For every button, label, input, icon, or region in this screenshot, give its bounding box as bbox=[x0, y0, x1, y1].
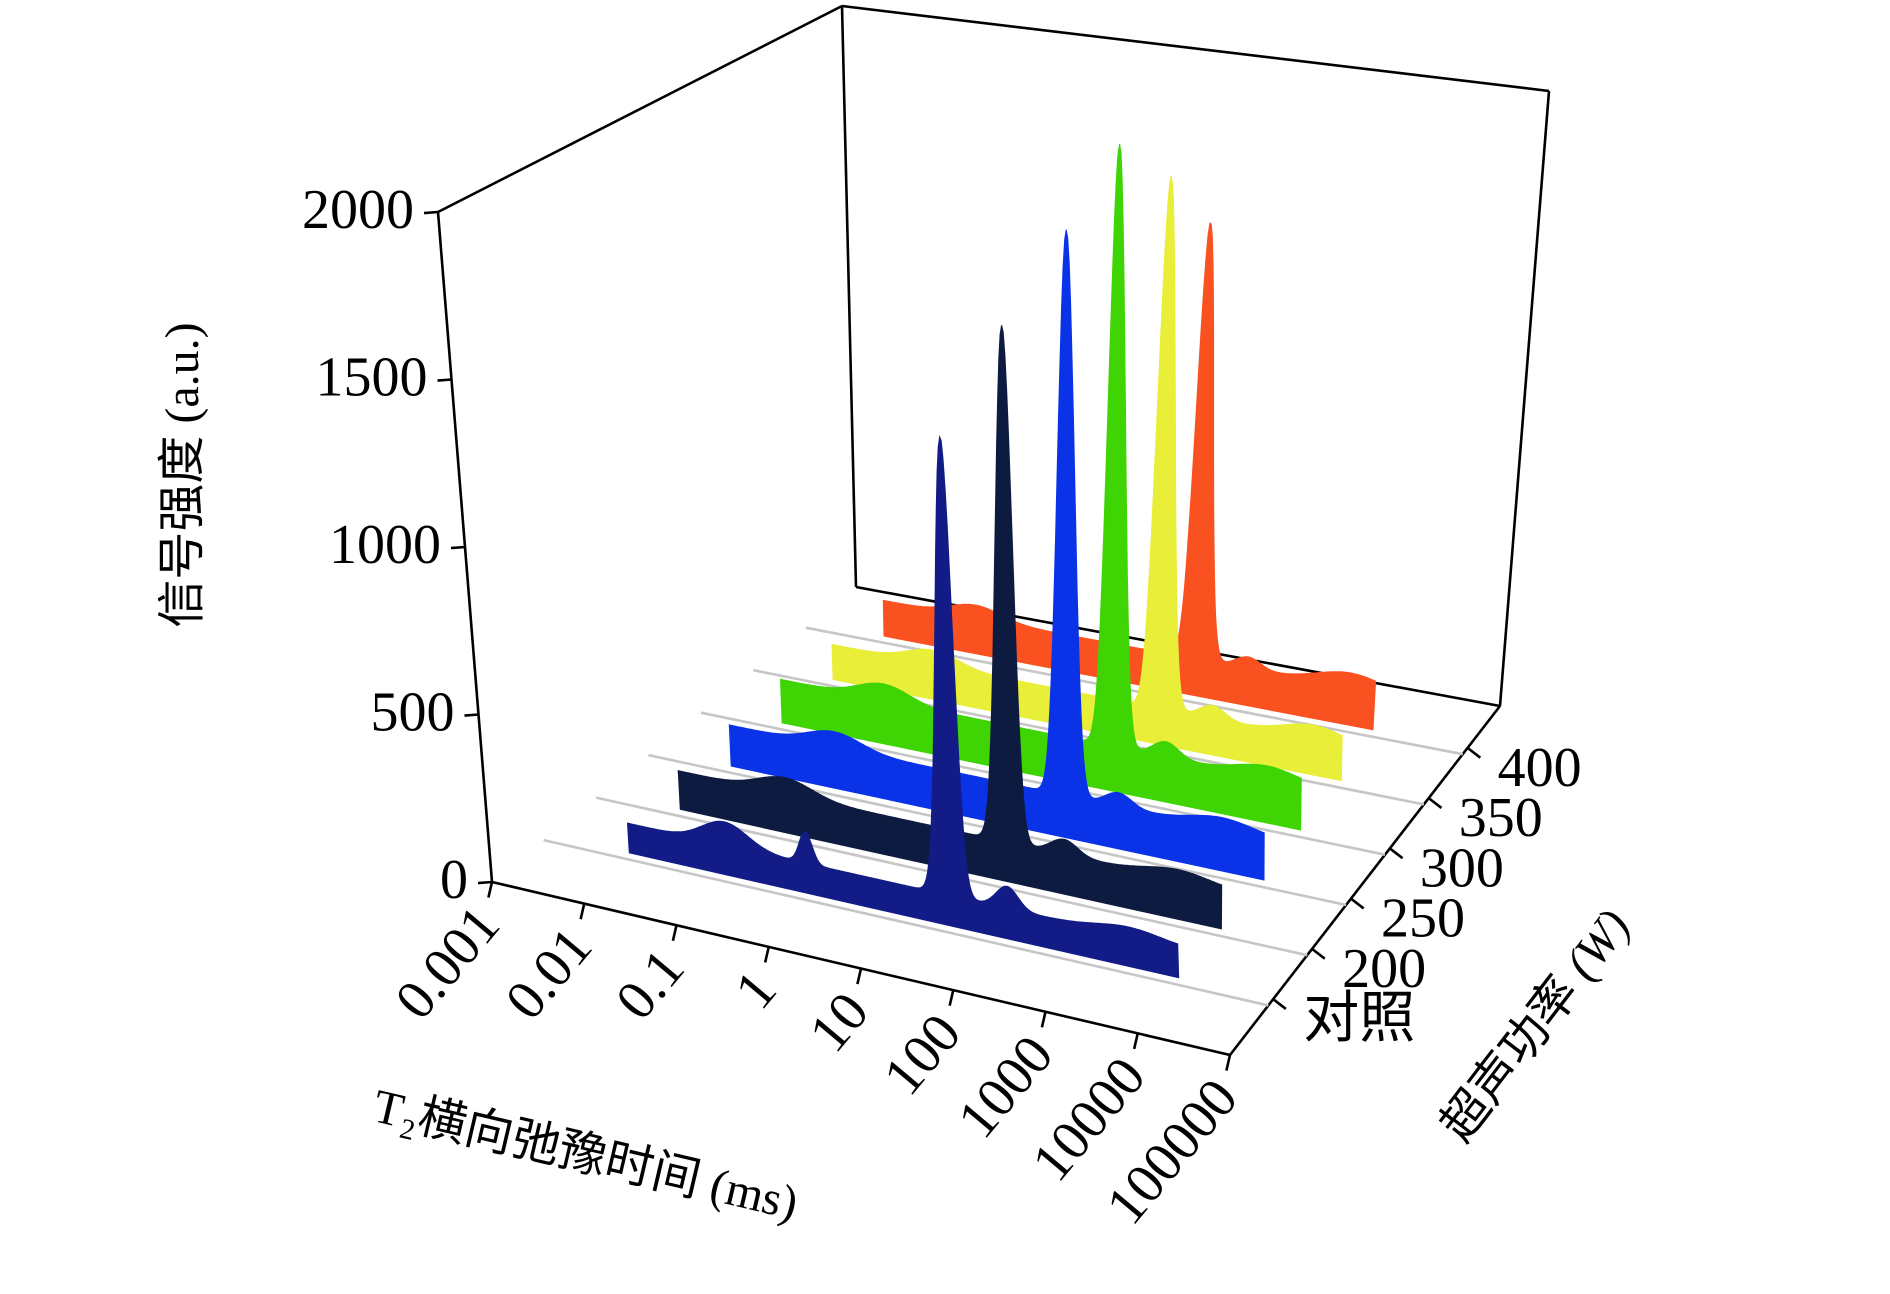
series-ridge-350 bbox=[831, 175, 1343, 782]
z-tick-350 bbox=[1427, 797, 1443, 809]
z-tick-label-300: 300 bbox=[1420, 837, 1504, 899]
z-axis-line bbox=[1228, 705, 1502, 1056]
x-tick-100 bbox=[948, 989, 955, 1007]
x-tick-label-100: 100 bbox=[872, 1003, 973, 1107]
box-edge-back-vertical bbox=[840, 5, 858, 588]
x-tick-10000 bbox=[1132, 1033, 1140, 1050]
series-ridge-对照 bbox=[626, 434, 1180, 979]
x-tick-label-10: 10 bbox=[797, 981, 880, 1064]
gridline-row-0 bbox=[543, 838, 1269, 1007]
z-tick-300 bbox=[1389, 847, 1404, 860]
series-ridge-400 bbox=[882, 222, 1377, 731]
x-tick-1 bbox=[763, 946, 771, 963]
y-tick-label-1500: 1500 bbox=[316, 347, 428, 409]
z-tick-label-250: 250 bbox=[1381, 888, 1465, 950]
x-tick-100000 bbox=[1225, 1054, 1232, 1071]
gridline-row-5 bbox=[805, 626, 1463, 756]
series-ridges bbox=[626, 143, 1377, 979]
z-tick-label-200: 200 bbox=[1342, 938, 1426, 1000]
y-tick-label-2000: 2000 bbox=[302, 179, 414, 241]
x-tick-label-1: 1 bbox=[723, 959, 788, 1020]
x-tick-1000 bbox=[1040, 1011, 1047, 1028]
z-tick-对照 bbox=[1272, 998, 1287, 1010]
z-tick-label-400: 400 bbox=[1498, 737, 1582, 799]
z-tick-200 bbox=[1311, 947, 1326, 960]
box-edge-right-top bbox=[841, 4, 1550, 93]
y-tick-500 bbox=[464, 713, 479, 717]
series-ridge-300 bbox=[779, 143, 1302, 831]
y-tick-0 bbox=[477, 880, 493, 885]
x-tick-0.001 bbox=[487, 881, 494, 898]
y-tick-label-1000: 1000 bbox=[329, 514, 441, 576]
y-tick-label-0: 0 bbox=[440, 849, 468, 911]
y-tick-1500 bbox=[437, 378, 452, 382]
z-tick-label-对照: 对照 bbox=[1303, 988, 1415, 1050]
axis-labels bbox=[423, 210, 1482, 1071]
z-tick-400 bbox=[1466, 746, 1482, 759]
x-tick-0.01 bbox=[579, 903, 586, 920]
x-tick-label-0.1: 0.1 bbox=[604, 938, 696, 1031]
x-tick-10 bbox=[856, 968, 863, 985]
y-axis-title: 信号强度 (a.u.) bbox=[156, 322, 209, 627]
y-tick-label-500: 500 bbox=[371, 682, 455, 744]
x-tick-0.1 bbox=[671, 924, 678, 942]
box-edge-left-top bbox=[437, 4, 843, 214]
y-tick-2000 bbox=[423, 210, 439, 215]
x-tick-label-0.001: 0.001 bbox=[383, 895, 511, 1031]
y-tick-1000 bbox=[450, 545, 466, 550]
z-tick-label-350: 350 bbox=[1459, 787, 1543, 849]
z-tick-250 bbox=[1350, 897, 1365, 910]
x-axis-title: T₂横向弛豫时间 (ms) bbox=[368, 1080, 803, 1231]
box-edge-right-vertical bbox=[1498, 90, 1551, 707]
